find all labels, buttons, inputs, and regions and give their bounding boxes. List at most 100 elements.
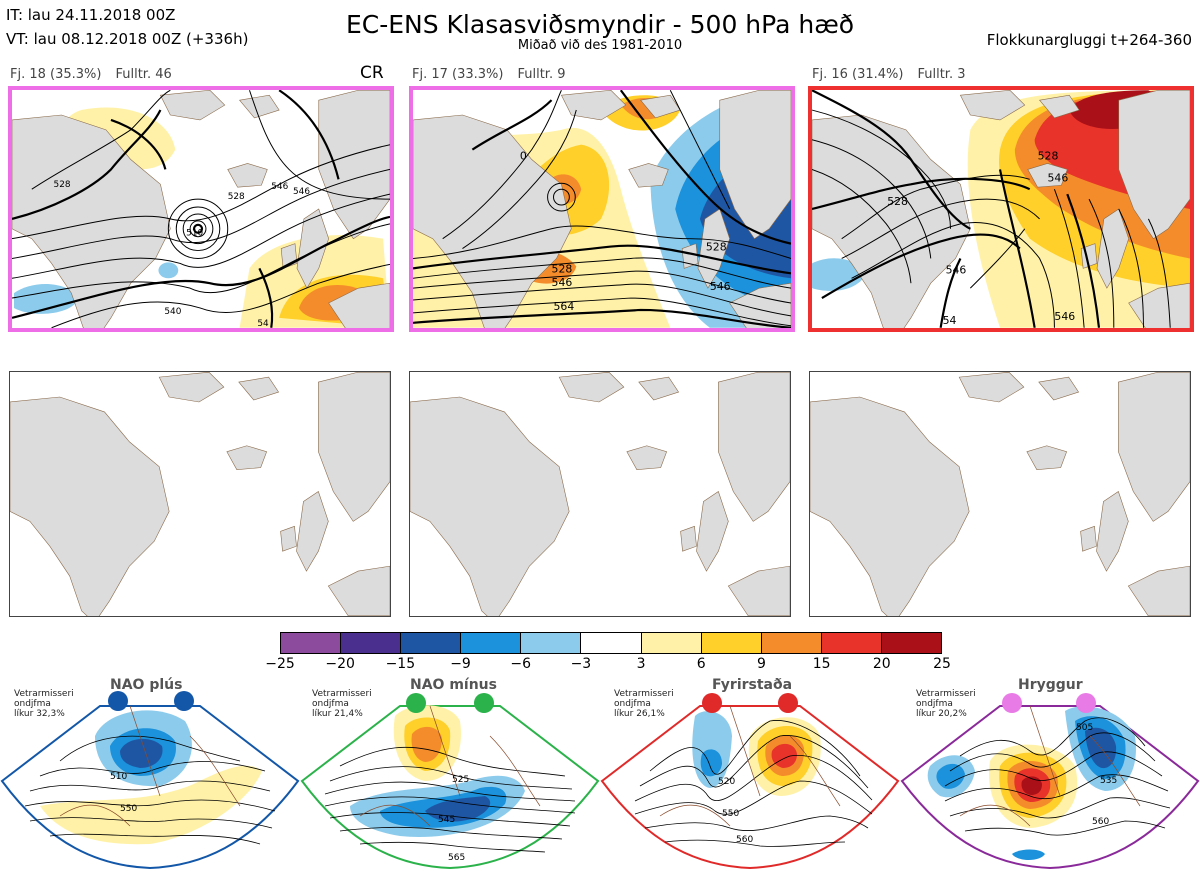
anomaly-negative [812, 258, 867, 291]
colorbar-ticks: −25 −20 −15 −9 −6 −3 3 6 9 15 20 25 [0, 656, 1200, 676]
regime-title: Hryggur [1018, 677, 1083, 693]
contour-label: 528 [552, 262, 573, 275]
empty-map-3-svg [810, 372, 1190, 616]
empty-map-2 [409, 371, 791, 617]
colorbar-tick-label: 15 [812, 656, 831, 672]
contour-label: 564 [554, 300, 575, 313]
empty-map-2-svg [410, 372, 790, 616]
colorbar-swatch [640, 633, 701, 653]
classification-window: Flokkunargluggi t+264-360 [986, 31, 1192, 49]
regime-note: Vetrarmisseri ondjfma líkur 26,1% [614, 689, 674, 719]
cluster-map-3-svg: 528 546 528 546 54 546 [812, 90, 1190, 328]
empty-map-1-svg [10, 372, 390, 616]
colorbar-tick-label: 20 [872, 656, 891, 672]
colorbar-tick-label: −20 [325, 656, 355, 672]
colorbar-swatch [820, 633, 881, 653]
colorbar-swatch [281, 633, 341, 653]
contour-label: 510 [186, 229, 203, 239]
contour-label: 528 [228, 192, 245, 202]
regime-contour-label: 565 [448, 853, 465, 863]
regime-note: Vetrarmisseri ondjfma líkur 21,4% [312, 689, 372, 719]
colorbar [280, 632, 942, 654]
contour-label: 528 [887, 195, 908, 208]
colorbar-swatch [340, 633, 401, 653]
colorbar-tick-label: 9 [756, 656, 766, 672]
regime-contour-label: 550 [120, 804, 137, 814]
anomaly-negative [158, 262, 179, 279]
panel-3-label: Fj. 16 (31.4%) Fulltr. 3 [812, 67, 966, 82]
panel-2-label: Fj. 17 (33.3%) Fulltr. 9 [412, 67, 566, 82]
regime-note-line: Vetrarmisseri [14, 689, 74, 699]
colorbar-tick-label: −9 [450, 656, 471, 672]
regime-note-line: líkur 20,2% [916, 709, 967, 719]
regime-title: Fyrirstaða [712, 677, 793, 693]
contour-label: 546 [293, 187, 310, 197]
regime-note-line: ondjfma [916, 699, 953, 709]
panel-1-label: Fj. 18 (35.3%) Fulltr. 46 [10, 67, 172, 82]
regime-contour-label: 520 [718, 777, 735, 787]
regime-contour-label: 510 [110, 772, 127, 782]
regime-contour-label: 560 [736, 835, 753, 845]
regime-note-line: ondjfma [614, 699, 651, 709]
contour-label: 54 [257, 319, 269, 328]
regime-note-line: Vetrarmisseri [614, 689, 674, 699]
colorbar-swatch [700, 633, 761, 653]
colorbar-tick-label: −15 [385, 656, 416, 672]
regime-map: 525 545 565 [300, 693, 600, 870]
cluster-map-1-svg: 528 546 510 528 540 546 54 [12, 90, 390, 328]
regime-contour-label: 560 [1092, 817, 1109, 827]
panel-1-regime-code: CR [360, 63, 384, 83]
contour-label: 546 [1048, 171, 1069, 184]
regime-title: NAO plús [110, 677, 183, 693]
regime-ridge: Hryggur Vetrarmisseri ondjfma líkur 20,2… [900, 676, 1200, 871]
init-time: IT: lau 24.11.2018 00Z [6, 6, 176, 24]
land-outline [410, 372, 790, 616]
regime-title: NAO mínus [410, 677, 497, 693]
land-outline [810, 372, 1190, 616]
empty-map-1 [9, 371, 391, 617]
anomaly-negative [13, 284, 80, 314]
regime-nao-plus: NAO plús Vetrarmisseri ondjfma líkur 32,… [0, 676, 300, 871]
contour-label: 546 [946, 263, 967, 276]
colorbar-swatch [520, 633, 581, 653]
colorbar-swatch [760, 633, 821, 653]
contour-label: 546 [552, 276, 573, 289]
colorbar-tick-label: −25 [265, 656, 295, 672]
regime-contour-label: 535 [1100, 776, 1117, 786]
contour-label: 54 [943, 314, 957, 327]
regime-note-line: líkur 26,1% [614, 709, 665, 719]
regime-blocking: Fyrirstaða Vetrarmisseri ondjfma líkur 2… [600, 676, 900, 871]
regime-note: Vetrarmisseri ondjfma líkur 20,2% [916, 689, 976, 719]
colorbar-swatch [880, 633, 942, 653]
regime-note-line: líkur 32,3% [14, 709, 65, 719]
regime-map: 505 535 560 [900, 693, 1200, 870]
valid-time: VT: lau 08.12.2018 00Z (+336h) [6, 30, 249, 48]
regime-note-line: Vetrarmisseri [916, 689, 976, 699]
colorbar-swatch [400, 633, 461, 653]
empty-map-3 [809, 371, 1191, 617]
regime-contour-label: 545 [438, 815, 455, 825]
regime-row: NAO plús Vetrarmisseri ondjfma líkur 32,… [0, 676, 1200, 871]
regime-contour-label: 525 [452, 775, 469, 785]
page-title: EC-ENS Klasasviðsmyndir - 500 hPa hæð [345, 10, 855, 39]
contour-label: 528 [1038, 150, 1059, 163]
regime-map: 520 550 560 [600, 693, 900, 870]
regime-note: Vetrarmisseri ondjfma líkur 32,3% [14, 689, 74, 719]
panel-2-freq: Fj. 17 (33.3%) [412, 67, 504, 82]
regime-contour-label: 550 [722, 809, 739, 819]
land-outline [10, 372, 390, 616]
regime-note-line: ondjfma [312, 699, 349, 709]
panel-1-rep: Fulltr. 46 [115, 67, 172, 82]
colorbar-tick-label: 3 [636, 656, 646, 672]
contour-label: 540 [164, 307, 181, 317]
cluster-map-2-svg: 528 546 564 528 546 0 [413, 90, 791, 328]
colorbar-swatch [580, 633, 641, 653]
regime-note-line: líkur 21,4% [312, 709, 363, 719]
regime-map: 510 550 [0, 691, 300, 870]
contour-label: 528 [706, 241, 727, 254]
colorbar-tick-label: 25 [933, 656, 951, 672]
cluster-map-2: 528 546 564 528 546 0 [409, 86, 795, 332]
regime-note-line: ondjfma [14, 699, 51, 709]
colorbar-swatch [460, 633, 521, 653]
contour-label: 0 [520, 150, 527, 163]
